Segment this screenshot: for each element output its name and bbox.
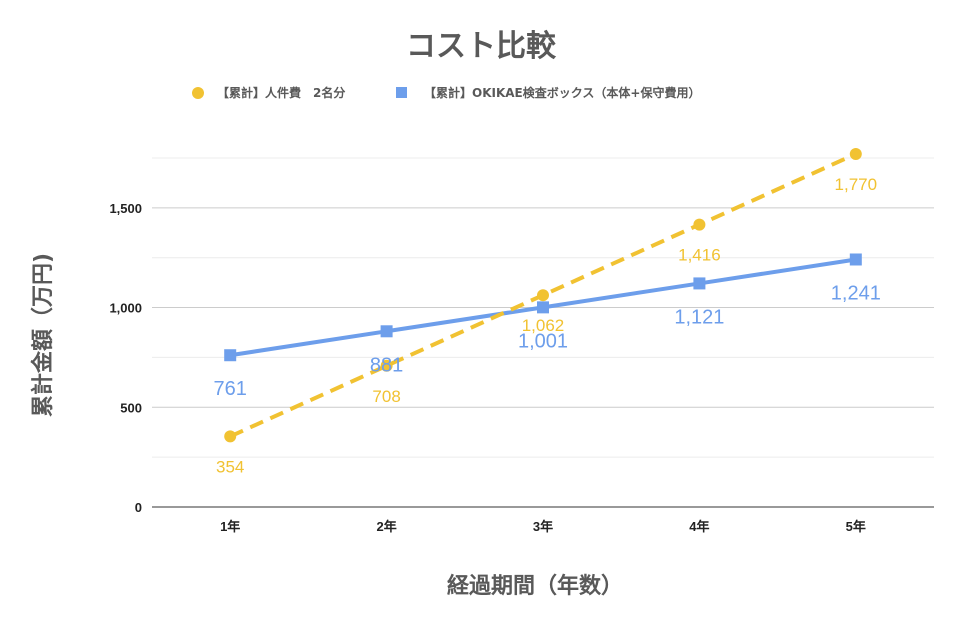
data-point	[224, 430, 237, 443]
data-point	[224, 349, 237, 362]
x-tick-label: 3年	[533, 519, 553, 534]
y-axis-title: 累計金額（万円)	[30, 253, 56, 417]
y-tick-label: 1,500	[109, 201, 142, 216]
data-label: 1,416	[678, 246, 721, 265]
data-point	[537, 289, 549, 302]
data-label: 708	[372, 387, 400, 406]
x-tick-label: 2年	[376, 519, 396, 534]
y-axis-ticks: 0 500 1,000 1,500	[109, 201, 142, 515]
legend-label-personnel: 【累計】人件費 2名分	[217, 85, 345, 100]
x-tick-label: 1年	[220, 519, 240, 534]
data-label: 1,121	[674, 306, 724, 328]
data-point	[380, 359, 393, 372]
data-label: 761	[214, 378, 247, 400]
data-point	[849, 253, 862, 266]
gridlines	[152, 157, 934, 458]
x-tick-label: 5年	[846, 519, 866, 534]
data-label: 1,770	[835, 175, 878, 194]
data-label: 354	[216, 457, 244, 476]
data-label: 1,001	[518, 330, 568, 352]
legend-marker-okikae	[396, 87, 407, 98]
data-point	[537, 301, 549, 314]
x-axis-title: 経過期間（年数）	[447, 573, 623, 599]
data-point	[693, 218, 706, 231]
x-axis-ticks: 1年 2年 3年 4年 5年	[220, 519, 866, 534]
data-point	[693, 277, 706, 290]
y-tick-label: 500	[120, 400, 142, 415]
chart-title: コスト比較	[406, 29, 557, 64]
data-labels: 354 708 1,062 1,416 1,770 761 881 1,001 1,121 1,2…	[214, 175, 881, 476]
legend-marker-personnel	[192, 87, 204, 99]
data-label: 881	[370, 354, 403, 376]
data-point	[380, 325, 393, 338]
series-layer	[224, 147, 862, 443]
data-label: 1,062	[522, 316, 565, 335]
data-label: 1,241	[831, 282, 881, 304]
y-tick-label: 1,000	[109, 301, 142, 316]
x-tick-label: 4年	[689, 519, 709, 534]
legend: 【累計】人件費 2名分 【累計】OKIKAE検査ボックス（本体+保守費用）	[192, 85, 700, 100]
legend-label-okikae: 【累計】OKIKAE検査ボックス（本体+保守費用）	[424, 85, 700, 100]
data-point	[849, 147, 862, 160]
y-tick-label: 0	[135, 500, 142, 515]
